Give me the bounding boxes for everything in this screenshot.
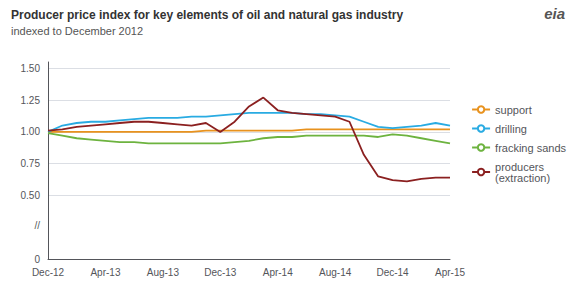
svg-text:Producer price index for key e: Producer price index for key elements of… bbox=[11, 8, 403, 22]
svg-text:0.75: 0.75 bbox=[21, 158, 41, 169]
svg-text:1.50: 1.50 bbox=[21, 63, 41, 74]
svg-text:Dec-13: Dec-13 bbox=[204, 267, 237, 278]
svg-text:fracking sands: fracking sands bbox=[495, 142, 566, 154]
svg-text://: // bbox=[34, 220, 40, 231]
svg-text:0: 0 bbox=[34, 254, 40, 265]
svg-text:Apr-13: Apr-13 bbox=[90, 267, 120, 278]
svg-text:Dec-14: Dec-14 bbox=[376, 267, 409, 278]
svg-text:indexed to December 2012: indexed to December 2012 bbox=[11, 25, 143, 37]
svg-text:1.00: 1.00 bbox=[21, 126, 41, 137]
svg-text:Dec-12: Dec-12 bbox=[32, 267, 65, 278]
svg-text:Apr-15: Apr-15 bbox=[435, 267, 465, 278]
svg-text:drilling: drilling bbox=[495, 123, 527, 135]
svg-text:Aug-13: Aug-13 bbox=[147, 267, 180, 278]
svg-text:Aug-14: Aug-14 bbox=[319, 267, 352, 278]
svg-text:1.25: 1.25 bbox=[21, 95, 41, 106]
svg-text:support: support bbox=[495, 104, 532, 116]
svg-text:producers: producers bbox=[495, 160, 544, 173]
svg-text:(extraction): (extraction) bbox=[495, 172, 550, 184]
svg-text:Apr-14: Apr-14 bbox=[263, 267, 293, 278]
svg-text:0.50: 0.50 bbox=[21, 190, 41, 201]
svg-text:eia: eia bbox=[544, 5, 565, 22]
